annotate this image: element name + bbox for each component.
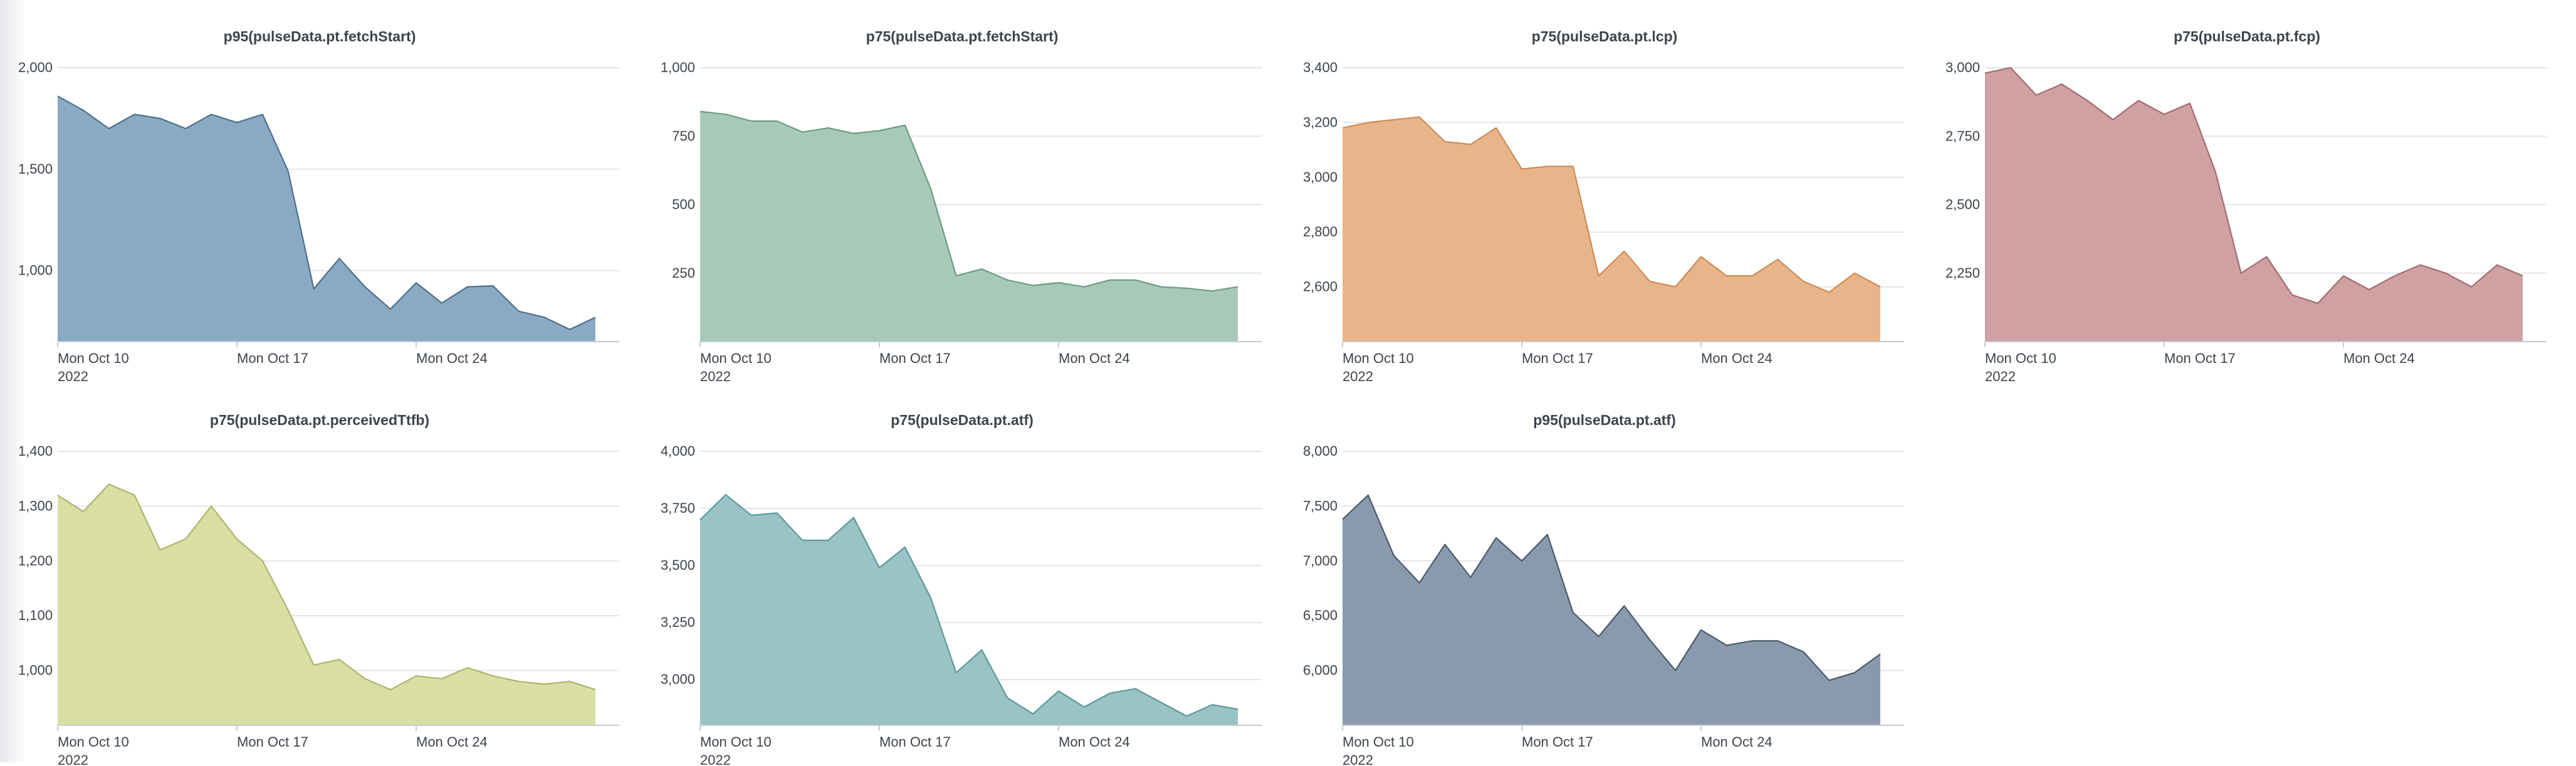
y-tick-label: 3,200 (1303, 114, 1338, 130)
x-tick-year-label: 2022 (700, 752, 731, 766)
x-tick-label: Mon Oct 10 (700, 350, 772, 366)
y-tick-label: 1,300 (18, 498, 53, 513)
chart-panel: p75(pulseData.pt.perceivedTtfb) 1,000 1,10… (0, 384, 639, 766)
y-tick-label: 3,750 (661, 500, 695, 516)
series-area (1343, 495, 1880, 725)
series-area (58, 484, 595, 725)
x-tick-label: Mon Oct 10 (58, 350, 129, 366)
area-chart: p75(pulseData.pt.fcp) 2,250 2,500 2,750 3,00… (1945, 28, 2547, 384)
chart-title: p95(pulseData.pt.atf) (1533, 412, 1675, 428)
y-tick-label: 2,800 (1303, 224, 1338, 239)
chart-title: p75(pulseData.pt.fcp) (2174, 28, 2320, 45)
x-tick-label: Mon Oct 17 (237, 734, 308, 750)
y-tick-label: 1,000 (18, 663, 53, 678)
y-tick-label: 6,000 (1303, 663, 1338, 678)
area-chart: p95(pulseData.pt.fetchStart) 1,000 1,500 2,… (18, 28, 619, 384)
y-tick-label: 7,000 (1303, 553, 1338, 569)
x-tick-label: Mon Oct 17 (1522, 350, 1593, 366)
y-tick-label: 1,100 (18, 607, 53, 623)
x-tick-label: Mon Oct 10 (700, 734, 772, 750)
x-tick-label: Mon Oct 17 (2164, 350, 2236, 366)
x-tick-label: Mon Oct 17 (879, 734, 951, 750)
chart-title: p75(pulseData.pt.atf) (891, 412, 1033, 428)
chart-panel: p75(pulseData.pt.fetchStart) 250 500 750 1,0… (642, 0, 1282, 384)
y-tick-label: 2,750 (1945, 128, 1980, 144)
x-tick-year-label: 2022 (700, 369, 731, 384)
chart-title: p75(pulseData.pt.lcp) (1532, 28, 1678, 45)
y-tick-label: 2,600 (1303, 279, 1338, 295)
y-tick-label: 750 (672, 128, 695, 144)
series-line (57, 95, 596, 330)
x-tick-label: Mon Oct 10 (1985, 350, 2056, 366)
x-tick-label: Mon Oct 17 (1522, 734, 1593, 750)
x-tick-label: Mon Oct 24 (2343, 350, 2415, 366)
y-tick-label: 3,500 (661, 557, 695, 573)
x-tick-label: Mon Oct 17 (237, 350, 308, 366)
x-tick-label: Mon Oct 10 (1343, 734, 1414, 750)
left-edge-shadow (0, 0, 25, 762)
y-tick-label: 2,500 (1945, 197, 1980, 212)
area-chart: p75(pulseData.pt.perceivedTtfb) 1,000 1,10… (18, 412, 619, 766)
series-line (57, 483, 596, 691)
chart-panel: p75(pulseData.pt.atf) 3,000 3,250 3,500 3,75… (642, 384, 1282, 766)
series-line (1342, 116, 1881, 293)
area-chart: p75(pulseData.pt.atf) 3,000 3,250 3,500 3,75… (661, 412, 1262, 766)
y-tick-label: 1,500 (18, 161, 53, 177)
area-chart: p95(pulseData.pt.atf) 6,000 6,500 7,000 7,50… (1303, 412, 1904, 766)
y-tick-label: 3,000 (661, 671, 695, 687)
x-tick-label: Mon Oct 24 (416, 734, 488, 750)
chart-panel: p75(pulseData.pt.lcp) 2,600 2,800 3,000 3,20… (1285, 0, 1924, 384)
chart-panel: p95(pulseData.pt.atf) 6,000 6,500 7,000 7,50… (1285, 384, 1924, 766)
series-area (58, 96, 595, 342)
x-tick-year-label: 2022 (1343, 752, 1373, 766)
y-tick-label: 1,400 (18, 443, 53, 459)
y-tick-label: 1,000 (18, 263, 53, 278)
y-tick-label: 6,500 (1303, 607, 1338, 623)
x-tick-label: Mon Oct 24 (1059, 734, 1130, 750)
y-tick-label: 2,000 (18, 60, 53, 75)
area-chart: p75(pulseData.pt.lcp) 2,600 2,800 3,000 3,20… (1303, 28, 1904, 384)
y-tick-label: 2,250 (1945, 265, 1980, 281)
y-tick-label: 500 (672, 197, 695, 212)
x-tick-label: Mon Oct 10 (58, 734, 129, 750)
y-tick-label: 1,200 (18, 553, 53, 569)
x-tick-label: Mon Oct 24 (416, 350, 488, 366)
chart-panel: p95(pulseData.pt.fetchStart) 1,000 1,500 2,… (0, 0, 639, 384)
x-tick-label: Mon Oct 17 (879, 350, 951, 366)
x-tick-year-label: 2022 (1985, 369, 2016, 384)
series-line (1342, 494, 1881, 681)
series-area (1985, 68, 2523, 342)
series-line (699, 110, 1238, 292)
chart-title: p75(pulseData.pt.perceivedTtfb) (210, 412, 429, 428)
x-tick-label: Mon Oct 24 (1059, 350, 1130, 366)
x-tick-label: Mon Oct 10 (1343, 350, 1414, 366)
series-area (700, 111, 1238, 342)
series-area (1343, 117, 1880, 342)
chart-title: p75(pulseData.pt.fetchStart) (866, 28, 1059, 45)
x-tick-year-label: 2022 (58, 752, 88, 766)
area-chart: p75(pulseData.pt.fetchStart) 250 500 750 1,0… (661, 28, 1262, 384)
x-tick-label: Mon Oct 24 (1701, 734, 1772, 750)
y-tick-label: 3,000 (1303, 169, 1338, 185)
series-line (1984, 66, 2523, 304)
x-tick-year-label: 2022 (1343, 369, 1373, 384)
y-tick-label: 8,000 (1303, 443, 1338, 459)
y-tick-label: 3,000 (1945, 60, 1980, 75)
series-line (699, 494, 1238, 717)
y-tick-label: 250 (672, 265, 695, 281)
y-tick-label: 3,250 (661, 614, 695, 630)
chart-panel: p75(pulseData.pt.fcp) 2,250 2,500 2,750 3,00… (1927, 0, 2567, 384)
y-tick-label: 7,500 (1303, 498, 1338, 513)
y-tick-label: 1,000 (661, 60, 695, 75)
y-tick-label: 4,000 (661, 443, 695, 459)
chart-title: p95(pulseData.pt.fetchStart) (224, 28, 416, 45)
x-tick-label: Mon Oct 24 (1701, 350, 1772, 366)
series-area (700, 495, 1238, 725)
y-tick-label: 3,400 (1303, 60, 1338, 75)
x-tick-year-label: 2022 (58, 369, 88, 384)
